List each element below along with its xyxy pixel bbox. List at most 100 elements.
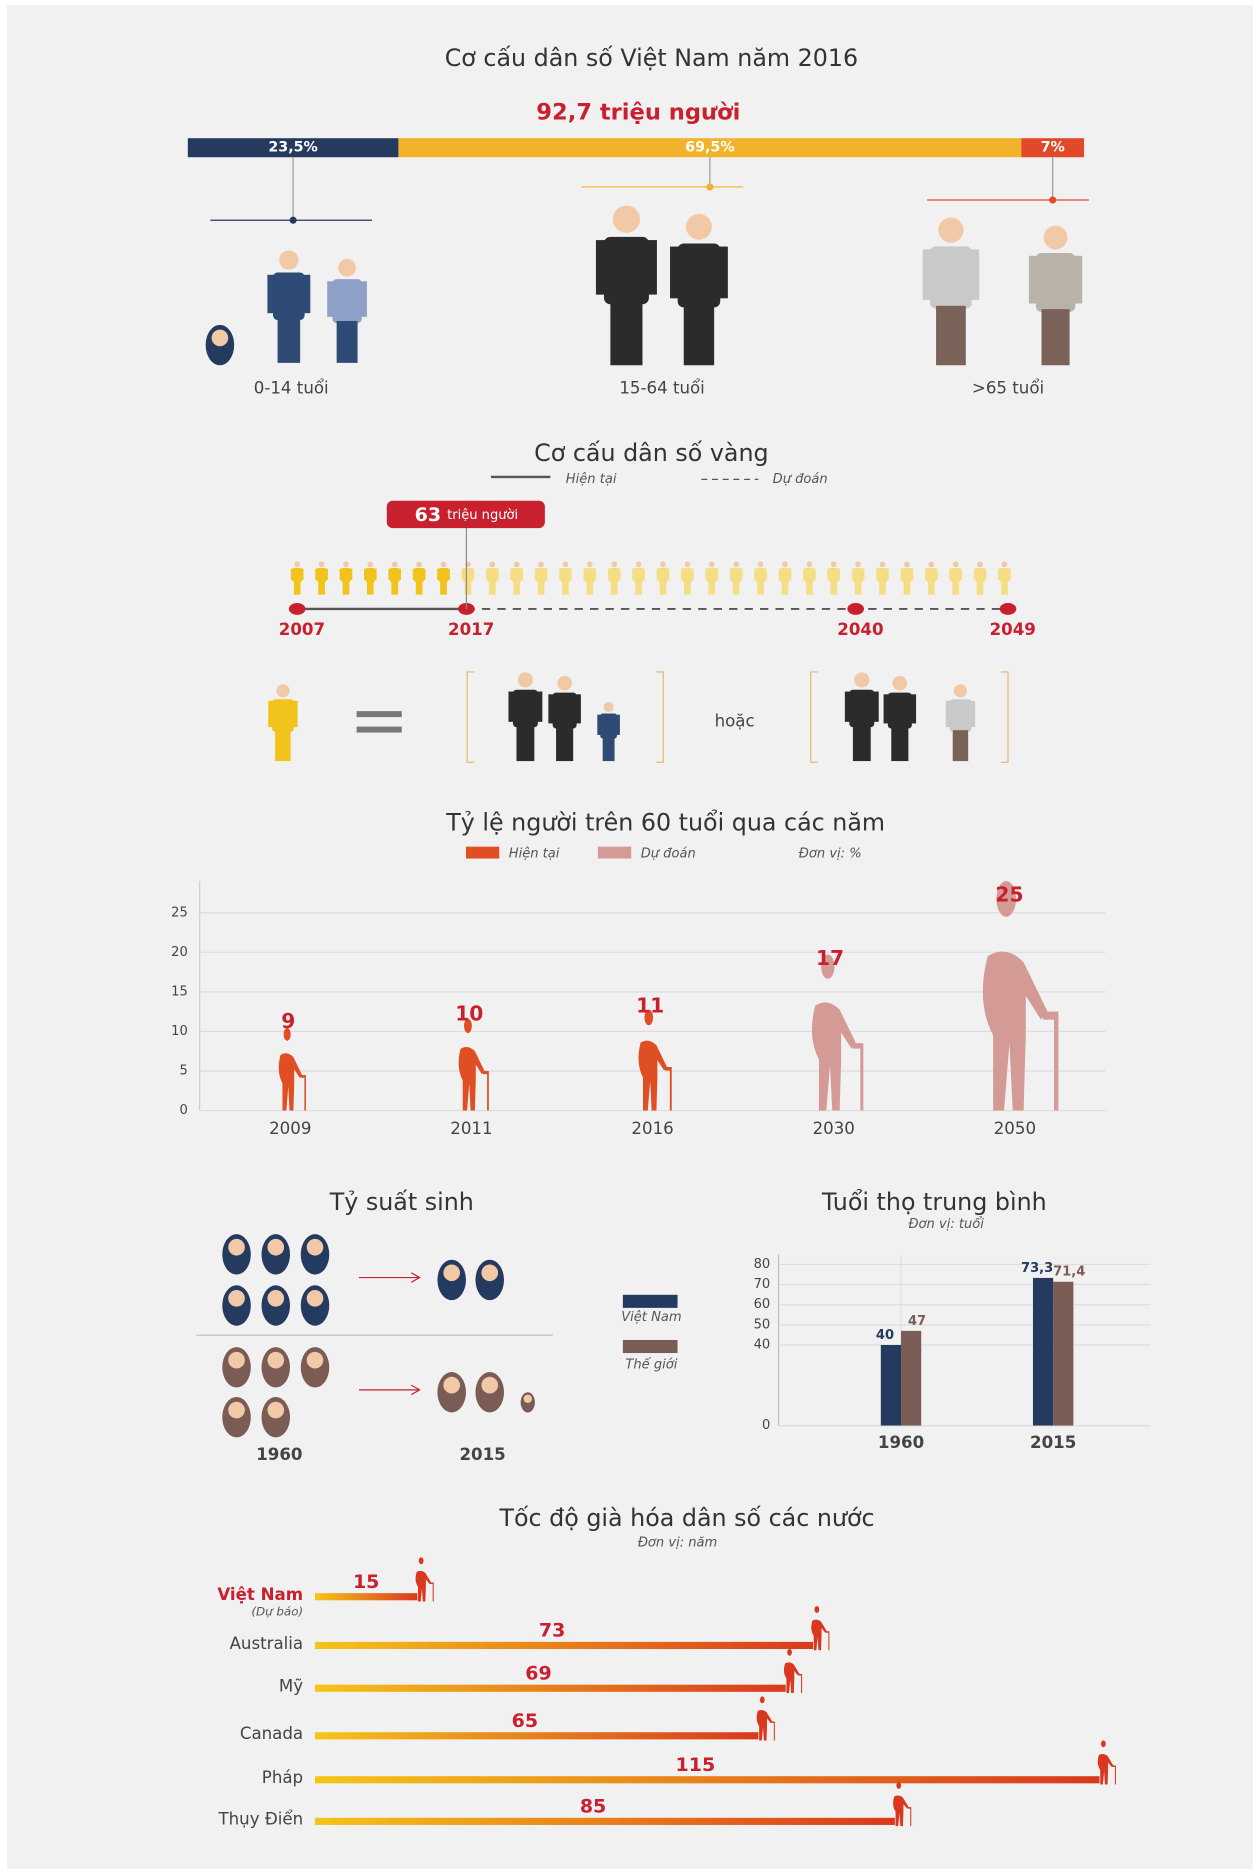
baby-face [443,1377,460,1394]
person-body [849,690,874,727]
label: 115 [676,1754,716,1776]
person-arm [510,569,512,580]
person-arm [340,569,342,580]
person-head [953,562,959,568]
person-body [512,568,521,582]
label: 0 [179,1103,187,1118]
person-arm [705,569,707,580]
label: Tỷ suất sinh [329,1188,474,1216]
person-legs [538,581,545,594]
baby-face [481,1377,498,1394]
person-head [782,562,788,568]
person-legs [294,581,301,594]
person-body [332,279,361,323]
person-arm [814,569,816,580]
label: 50 [754,1317,771,1332]
person-legs [278,318,301,363]
label: (Dự báo) [251,1605,303,1619]
person-legs [610,301,642,365]
person-legs [879,581,886,594]
person-body [317,568,326,582]
person-arm [827,569,829,580]
person-body [853,568,862,582]
person-arm [803,569,805,580]
person-body [678,244,721,308]
person-arm [497,569,499,580]
person-legs [391,581,398,594]
person-legs [1001,581,1008,594]
person-arm [535,569,537,580]
person-head [538,562,544,568]
person-body [600,714,617,739]
person-legs [953,730,968,761]
person-head [604,702,614,712]
person-body [756,568,765,582]
label: 17 [816,946,844,970]
label: 71,4 [1053,1265,1085,1280]
baby-face [228,1352,245,1369]
person-arm [838,569,840,580]
baby-face [267,1239,284,1256]
person-body [513,690,538,727]
baby-face [307,1239,324,1256]
person-arm [486,569,488,580]
person-body [888,693,912,729]
person-head [758,562,764,568]
baby-face [524,1395,532,1403]
person-arm [364,569,366,580]
baby-face [307,1352,324,1369]
person-arm [719,247,728,299]
person-head [368,562,374,568]
legend-swatch [598,847,631,859]
person-arm [537,692,542,722]
person-arm [946,701,951,727]
bar [315,1818,895,1825]
label: Việt Nam [217,1585,303,1604]
label: 15 [353,1571,379,1593]
person-arm [584,569,586,580]
person-arm [521,569,523,580]
person-legs [757,581,764,594]
baby-face [267,1352,284,1369]
label: 2049 [990,620,1036,639]
person-arm [268,701,273,727]
person-arm [901,569,903,580]
label: 2009 [269,1119,311,1138]
person-head [611,562,617,568]
person-legs [855,581,862,594]
timeline-point [1000,603,1017,615]
label: 9 [281,1009,295,1033]
person-legs [806,581,813,594]
annotation-text: 63triệu người [415,504,518,526]
label: 60 [754,1297,771,1312]
person-arm [754,569,756,580]
person-legs [603,737,615,761]
person-arm [597,715,601,735]
annotation-unit: triệu người [447,508,518,523]
bar [315,1732,758,1739]
person-body [1000,568,1009,582]
bar [315,1685,786,1692]
person-body [272,699,294,731]
label: 2007 [279,620,325,639]
label: 2015 [459,1445,505,1464]
baby-face [307,1290,324,1307]
person-arm [545,569,547,580]
person-head [954,684,967,697]
person-head [928,562,934,568]
person-legs [830,581,837,594]
person-head [709,562,715,568]
bar [315,1642,813,1649]
person-arm [594,569,596,580]
person-arm [616,715,620,735]
person-body [585,568,594,582]
label: Australia [230,1634,304,1653]
baby-face [267,1290,284,1307]
person-arm [845,692,850,722]
person-arm [267,275,274,313]
person-legs [733,581,740,594]
person-arm [765,569,767,580]
person-head [806,562,812,568]
label: Tốc độ già hóa dân số các nước [498,1504,874,1532]
person-legs [952,581,959,594]
